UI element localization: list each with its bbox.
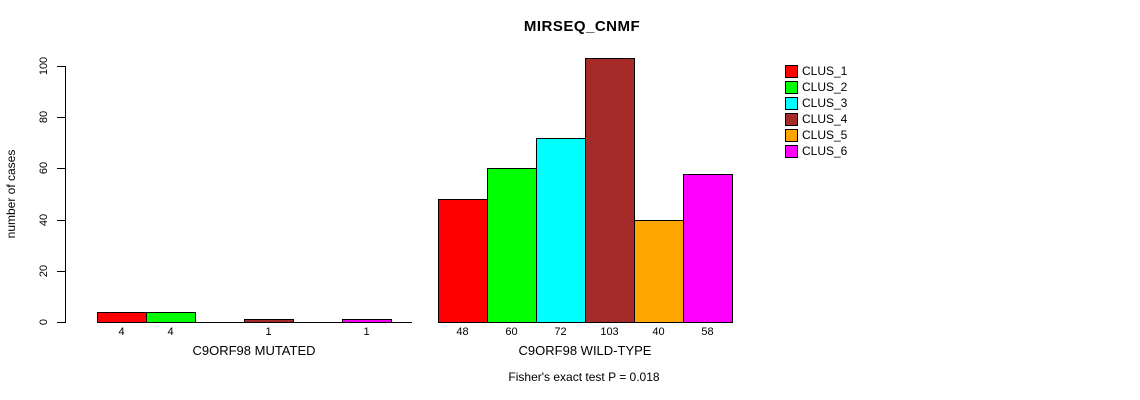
legend-swatch-clus_5: [785, 128, 798, 142]
bar-clus_2: [487, 168, 537, 323]
bar-value-label: 40: [652, 326, 665, 338]
legend-swatch-clus_1: [785, 64, 798, 78]
bar-clus_3: [536, 138, 586, 323]
bar-value-label: 48: [456, 326, 469, 338]
annotation-text: Fisher's exact test P = 0.018: [508, 370, 660, 384]
legend-swatch-clus_4: [785, 112, 798, 126]
y-axis-line: [65, 66, 66, 323]
bar-clus_6: [342, 319, 392, 323]
legend-label: CLUS_3: [802, 95, 848, 110]
bar-value-label: 1: [265, 326, 272, 338]
bar-value-label: 4: [118, 326, 125, 338]
legend-label: CLUS_4: [802, 111, 848, 126]
legend-label: CLUS_1: [802, 63, 848, 78]
x-axis-label-mutated: C9ORF98 MUTATED: [192, 343, 316, 358]
bar-value-label: 58: [701, 326, 714, 338]
y-tick-mark: [57, 219, 65, 221]
legend-item-clus_5: CLUS_5: [785, 127, 847, 143]
legend-item-clus_4: CLUS_4: [785, 111, 847, 127]
bar-value-label: 4: [167, 326, 174, 338]
legend-swatch-clus_6: [785, 144, 798, 158]
y-tick-label: 40: [38, 213, 50, 226]
bar-value-label: 72: [554, 326, 567, 338]
legend-item-clus_1: CLUS_1: [785, 63, 847, 79]
x-axis-label-wildtype: C9ORF98 WILD-TYPE: [518, 343, 652, 358]
bar-clus_4: [585, 58, 635, 323]
bar-value-label: 1: [363, 326, 370, 338]
bar-clus_4: [244, 319, 294, 323]
bar-value-label: 103: [600, 326, 619, 338]
bar-value-label: 60: [505, 326, 518, 338]
legend-item-clus_3: CLUS_3: [785, 95, 847, 111]
legend-item-clus_2: CLUS_2: [785, 79, 847, 95]
bar-clus_1: [97, 312, 147, 323]
legend-item-clus_6: CLUS_6: [785, 143, 847, 159]
legend-label: CLUS_5: [802, 127, 848, 142]
bar-clus_1: [438, 199, 488, 323]
y-tick-label: 80: [38, 111, 50, 124]
legend: CLUS_1 CLUS_2 CLUS_3 CLUS_4 CLUS_5 CLUS_6: [785, 63, 847, 159]
y-tick-label: 60: [38, 162, 50, 175]
y-tick-mark: [57, 66, 65, 67]
legend-swatch-clus_3: [785, 96, 798, 110]
y-tick-label: 20: [38, 264, 50, 277]
bar-clus_6: [683, 174, 733, 323]
chart-title: MIRSEQ_CNMF: [523, 18, 641, 35]
bar-clus_2: [146, 312, 196, 323]
bar-clus_5: [634, 220, 684, 323]
y-tick-mark: [57, 270, 65, 272]
y-tick-mark: [57, 117, 65, 119]
legend-swatch-clus_2: [785, 80, 798, 94]
legend-label: CLUS_6: [802, 143, 848, 158]
y-tick-mark: [57, 168, 65, 170]
y-axis-label: number of cases: [4, 149, 18, 239]
y-tick-mark: [57, 322, 65, 323]
legend-label: CLUS_2: [802, 79, 848, 94]
y-tick-label: 0: [38, 318, 50, 326]
y-tick-label: 100: [38, 56, 50, 76]
